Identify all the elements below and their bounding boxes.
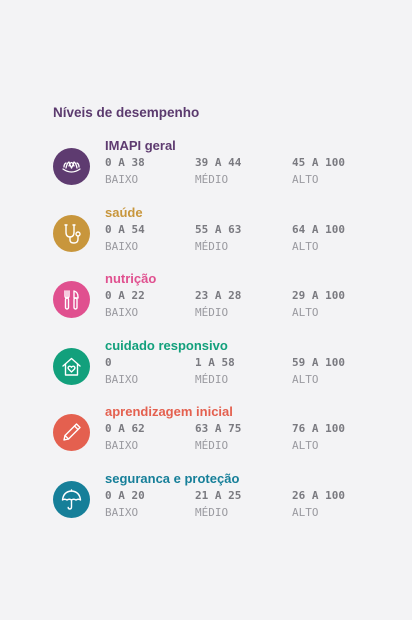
range-medium: 23 A 28 (195, 289, 242, 302)
range-high: 59 A 100 (292, 356, 345, 369)
range-high: 45 A 100 (292, 156, 345, 169)
level-high: ALTO (292, 240, 319, 253)
level-low: BAIXO (105, 373, 139, 386)
range-low: 0 A 62 (105, 422, 145, 435)
category-row-nutricao: nutrição 0 A 22 23 A 28 29 A 100 BAIXO M… (0, 271, 412, 331)
range-medium: 21 A 25 (195, 489, 242, 502)
level-high: ALTO (292, 506, 319, 519)
range-high: 76 A 100 (292, 422, 345, 435)
range-medium: 39 A 44 (195, 156, 242, 169)
level-high: ALTO (292, 173, 319, 186)
category-row-imapi: IMAPI geral 0 A 38 39 A 44 45 A 100 BAIX… (0, 138, 412, 198)
umbrella-icon (53, 481, 90, 518)
level-high: ALTO (292, 439, 319, 452)
level-low: BAIXO (105, 240, 139, 253)
level-medium: MÉDIO (195, 506, 229, 519)
range-low: 0 A 54 (105, 223, 145, 236)
level-high: ALTO (292, 373, 319, 386)
level-medium: MÉDIO (195, 373, 229, 386)
level-low: BAIXO (105, 506, 139, 519)
category-row-seguranca: seguranca e proteção 0 A 20 21 A 25 26 A… (0, 471, 412, 531)
range-low: 0 A 38 (105, 156, 145, 169)
range-high: 64 A 100 (292, 223, 345, 236)
level-medium: MÉDIO (195, 173, 229, 186)
range-medium: 55 A 63 (195, 223, 242, 236)
category-title: IMAPI geral (105, 138, 176, 153)
level-medium: MÉDIO (195, 439, 229, 452)
category-title: nutrição (105, 271, 157, 286)
category-row-aprendizagem: aprendizagem inicial 0 A 62 63 A 75 76 A… (0, 404, 412, 464)
category-row-cuidado: cuidado responsivo 0 1 A 58 59 A 100 BAI… (0, 338, 412, 398)
range-high: 29 A 100 (292, 289, 345, 302)
stethoscope-icon (53, 215, 90, 252)
level-low: BAIXO (105, 439, 139, 452)
range-medium: 63 A 75 (195, 422, 242, 435)
level-low: BAIXO (105, 173, 139, 186)
level-medium: MÉDIO (195, 306, 229, 319)
level-medium: MÉDIO (195, 240, 229, 253)
level-high: ALTO (292, 306, 319, 319)
range-low: 0 A 20 (105, 489, 145, 502)
category-row-saude: saúde 0 A 54 55 A 63 64 A 100 BAIXO MÉDI… (0, 205, 412, 265)
pencil-icon (53, 414, 90, 451)
house-heart-icon (53, 348, 90, 385)
category-title: saúde (105, 205, 143, 220)
category-title: aprendizagem inicial (105, 404, 233, 419)
range-medium: 1 A 58 (195, 356, 235, 369)
category-title: cuidado responsivo (105, 338, 228, 353)
range-low: 0 (105, 356, 112, 369)
section-heading: Níveis de desempenho (53, 105, 200, 120)
category-title: seguranca e proteção (105, 471, 240, 486)
range-low: 0 A 22 (105, 289, 145, 302)
range-high: 26 A 100 (292, 489, 345, 502)
level-low: BAIXO (105, 306, 139, 319)
lotus-icon (53, 148, 90, 185)
cutlery-icon (53, 281, 90, 318)
